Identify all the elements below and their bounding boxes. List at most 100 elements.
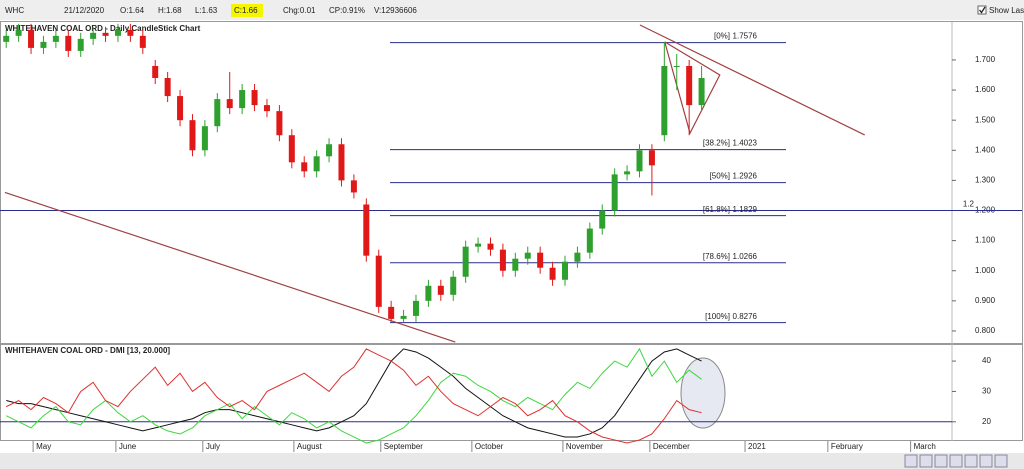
- fib-value: 0.8276: [733, 312, 758, 321]
- nav-button[interactable]: [919, 454, 933, 468]
- x-tick-label: August: [297, 442, 323, 451]
- candle-body: [611, 174, 618, 211]
- candle-body: [462, 246, 469, 277]
- candle-body: [661, 65, 668, 136]
- price-title: WHITEHAVEN COAL ORD - Daily CandleStick …: [5, 24, 201, 33]
- dmi-panel: [0, 344, 1023, 441]
- change-pct: CP:0.91%: [329, 6, 365, 15]
- candle-body: [648, 150, 655, 166]
- nav-button[interactable]: [904, 454, 918, 468]
- candle-body: [164, 78, 171, 97]
- candle-body: [239, 90, 246, 109]
- y-tick-label: 20: [982, 417, 991, 426]
- x-tick-label: July: [206, 442, 220, 451]
- dmi-line: [6, 348, 702, 438]
- candle-body: [599, 210, 606, 229]
- x-tick-label: June: [119, 442, 137, 451]
- candle-body: [537, 252, 544, 268]
- nav-button[interactable]: [934, 454, 948, 468]
- x-tick-label: December: [653, 442, 690, 451]
- fib-label: [50%]: [710, 172, 730, 181]
- y-tick-label: 40: [982, 356, 991, 365]
- candle-body: [28, 29, 35, 48]
- h-line-label: 1.2: [963, 200, 975, 209]
- candle-body: [139, 35, 146, 48]
- y-tick-label: 1.100: [975, 236, 996, 245]
- x-tick-label: October: [475, 442, 504, 451]
- highlight-ellipse: [680, 357, 726, 429]
- candle-body: [313, 156, 320, 172]
- candle-body: [475, 243, 482, 247]
- scrollbar: [0, 453, 1024, 469]
- symbol: WHC: [5, 6, 24, 15]
- nav-buttons[interactable]: [904, 454, 1008, 468]
- trendline: [664, 41, 721, 135]
- candle-body: [673, 65, 680, 67]
- x-tick-label: 2021: [748, 442, 766, 451]
- fib-value: 1.2926: [733, 172, 758, 181]
- nav-button[interactable]: [994, 454, 1008, 468]
- fib-value: 1.1829: [733, 205, 758, 214]
- fib-value: 1.0266: [733, 252, 758, 261]
- candle-body: [524, 252, 531, 259]
- candle-body: [425, 285, 432, 301]
- y-tick-label: 1.300: [975, 176, 996, 185]
- candle-body: [561, 261, 568, 280]
- candle-body: [388, 306, 395, 319]
- nav-button[interactable]: [949, 454, 963, 468]
- y-tick-label: 1.600: [975, 85, 996, 94]
- candle-body: [487, 243, 494, 250]
- dmi-title: WHITEHAVEN COAL ORD - DMI [13, 20.000]: [5, 346, 170, 355]
- volume: V:12936606: [374, 6, 417, 15]
- fib-label: [100%]: [705, 312, 730, 321]
- candle-body: [189, 120, 196, 151]
- date: 21/12/2020: [64, 6, 105, 15]
- y-tick-label: 1.400: [975, 145, 996, 154]
- show-last[interactable]: Show Last: [989, 6, 1024, 15]
- fib-label: [78.6%]: [703, 252, 730, 261]
- candle-body: [226, 99, 233, 109]
- candle-body: [363, 204, 370, 256]
- candle-body: [127, 29, 134, 36]
- candle-body: [276, 111, 283, 136]
- candle-body: [437, 285, 444, 295]
- candle-body: [624, 171, 631, 175]
- fib-label: [0%]: [714, 32, 730, 41]
- plot-layer: 1.7001.6001.5001.4001.3001.2001.1001.000…: [0, 23, 1022, 452]
- high: H:1.68: [158, 6, 182, 15]
- candle-body: [152, 65, 159, 79]
- candle-body: [15, 29, 22, 36]
- fib-value: 1.7576: [733, 32, 758, 41]
- y-tick-label: 0.800: [975, 326, 996, 335]
- candle-body: [102, 32, 109, 36]
- nav-button[interactable]: [964, 454, 978, 468]
- trendline: [4, 191, 456, 343]
- candle-body: [301, 162, 308, 172]
- fib-label: [61.8%]: [703, 205, 730, 214]
- candle-body: [52, 35, 59, 42]
- close: C:1.66: [234, 6, 258, 15]
- x-tick-label: March: [914, 442, 936, 451]
- open: O:1.64: [120, 6, 145, 15]
- y-tick-label: 1.700: [975, 55, 996, 64]
- x-tick-label: February: [831, 442, 863, 451]
- candle-body: [326, 144, 333, 157]
- dmi-line: [5, 348, 702, 444]
- x-tick-label: September: [384, 442, 423, 451]
- candle-body: [263, 105, 270, 112]
- candle-body: [214, 99, 221, 127]
- candle-body: [201, 126, 208, 151]
- low: L:1.63: [195, 6, 218, 15]
- trendline: [639, 24, 865, 136]
- candle-body: [338, 144, 345, 181]
- change: Chg:0.01: [283, 6, 316, 15]
- candle-body: [40, 41, 47, 48]
- nav-button[interactable]: [979, 454, 993, 468]
- candle-body: [549, 267, 556, 280]
- checkbox[interactable]: [977, 5, 987, 15]
- candle-body: [686, 65, 693, 106]
- checkmark: [978, 6, 986, 14]
- price-panel: [0, 21, 1023, 344]
- y-tick-label: 1.000: [975, 266, 996, 275]
